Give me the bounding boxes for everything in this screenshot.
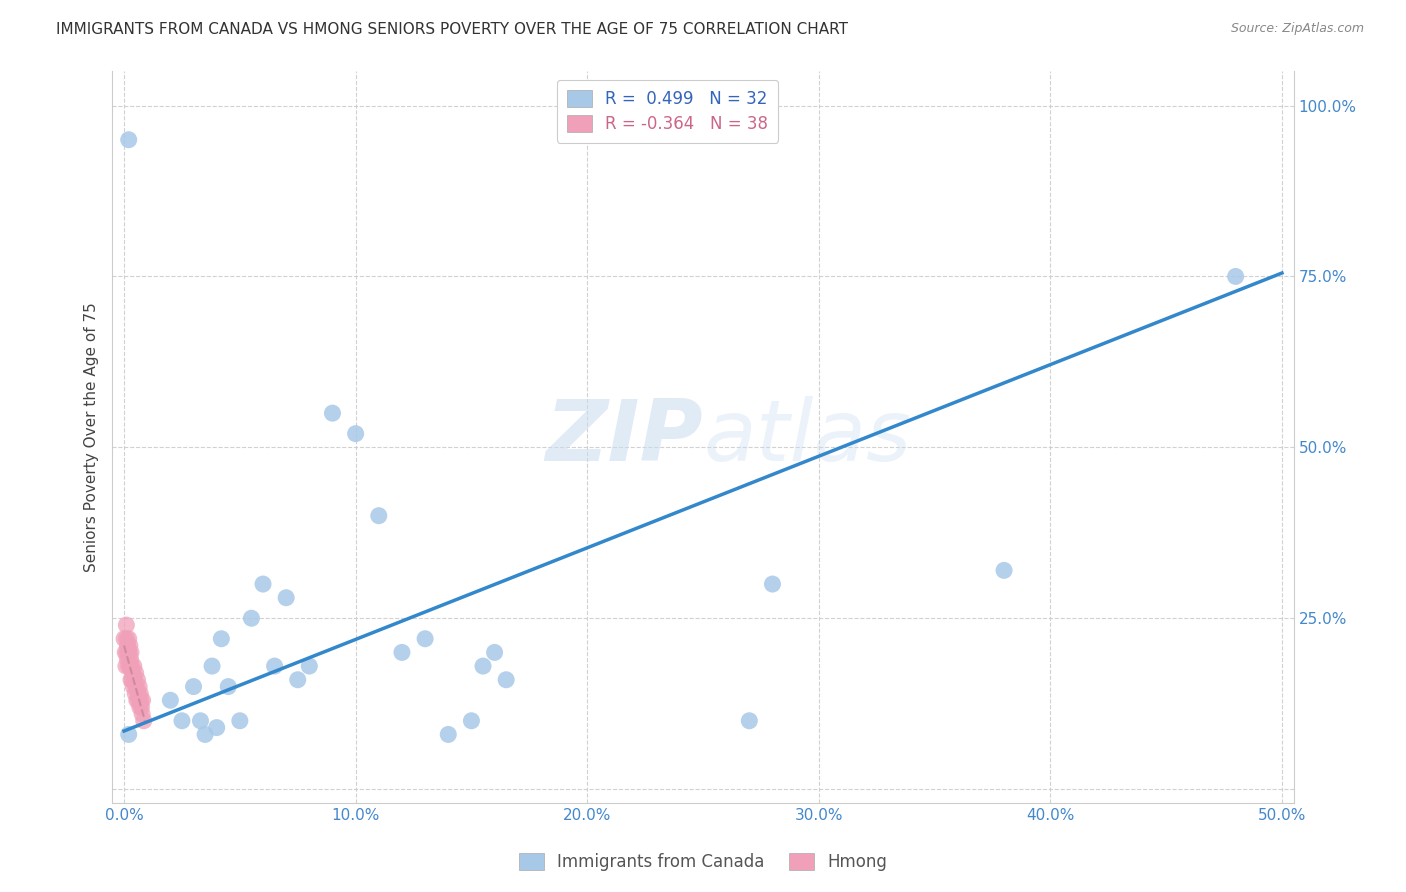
Point	[276, 591, 298, 605]
Point	[118, 639, 141, 653]
Text: IMMIGRANTS FROM CANADA VS HMONG SENIORS POVERTY OVER THE AGE OF 75 CORRELATION C: IMMIGRANTS FROM CANADA VS HMONG SENIORS …	[56, 22, 848, 37]
Point	[194, 727, 217, 741]
Point	[287, 673, 309, 687]
Legend: Immigrants from Canada, Hmong: Immigrants from Canada, Hmong	[510, 845, 896, 880]
Point	[240, 611, 263, 625]
Point	[128, 700, 150, 714]
Legend: R =  0.499   N = 32, R = -0.364   N = 38: R = 0.499 N = 32, R = -0.364 N = 38	[557, 79, 779, 143]
Point	[112, 632, 135, 646]
Text: atlas: atlas	[703, 395, 911, 479]
Point	[738, 714, 761, 728]
Point	[120, 673, 142, 687]
Point	[114, 645, 136, 659]
Point	[115, 618, 138, 632]
Point	[117, 652, 139, 666]
Point	[115, 632, 138, 646]
Point	[122, 680, 145, 694]
Point	[129, 693, 152, 707]
Point	[120, 645, 142, 659]
Point	[170, 714, 193, 728]
Point	[252, 577, 274, 591]
Point	[229, 714, 252, 728]
Point	[201, 659, 224, 673]
Point	[118, 727, 141, 741]
Point	[124, 673, 146, 687]
Point	[472, 659, 495, 673]
Point	[115, 659, 138, 673]
Point	[205, 721, 228, 735]
Point	[118, 659, 141, 673]
Point	[132, 714, 155, 728]
Point	[391, 645, 413, 659]
Y-axis label: Seniors Poverty Over the Age of 75: Seniors Poverty Over the Age of 75	[83, 302, 98, 572]
Point	[121, 665, 143, 680]
Point	[127, 673, 149, 687]
Point	[321, 406, 343, 420]
Point	[127, 686, 149, 700]
Point	[1225, 269, 1247, 284]
Point	[115, 645, 138, 659]
Point	[118, 659, 141, 673]
Point	[993, 563, 1015, 577]
Point	[120, 652, 142, 666]
Point	[484, 645, 506, 659]
Point	[128, 680, 150, 694]
Point	[263, 659, 285, 673]
Point	[159, 693, 181, 707]
Point	[460, 714, 482, 728]
Point	[118, 133, 141, 147]
Point	[124, 665, 146, 680]
Point	[495, 673, 517, 687]
Point	[344, 426, 367, 441]
Point	[117, 639, 139, 653]
Point	[121, 659, 143, 673]
Point	[298, 659, 321, 673]
Point	[117, 645, 139, 659]
Point	[124, 686, 146, 700]
Point	[127, 693, 149, 707]
Text: Source: ZipAtlas.com: Source: ZipAtlas.com	[1230, 22, 1364, 36]
Point	[131, 693, 153, 707]
Point	[209, 632, 232, 646]
Point	[122, 659, 145, 673]
Text: ZIP: ZIP	[546, 395, 703, 479]
Point	[217, 680, 239, 694]
Point	[437, 727, 460, 741]
Point	[761, 577, 783, 591]
Point	[125, 693, 148, 707]
Point	[125, 680, 148, 694]
Point	[131, 700, 153, 714]
Point	[190, 714, 212, 728]
Point	[129, 686, 152, 700]
Point	[131, 706, 153, 721]
Point	[183, 680, 205, 694]
Point	[413, 632, 436, 646]
Point	[121, 673, 143, 687]
Point	[118, 632, 141, 646]
Point	[118, 645, 141, 659]
Point	[367, 508, 389, 523]
